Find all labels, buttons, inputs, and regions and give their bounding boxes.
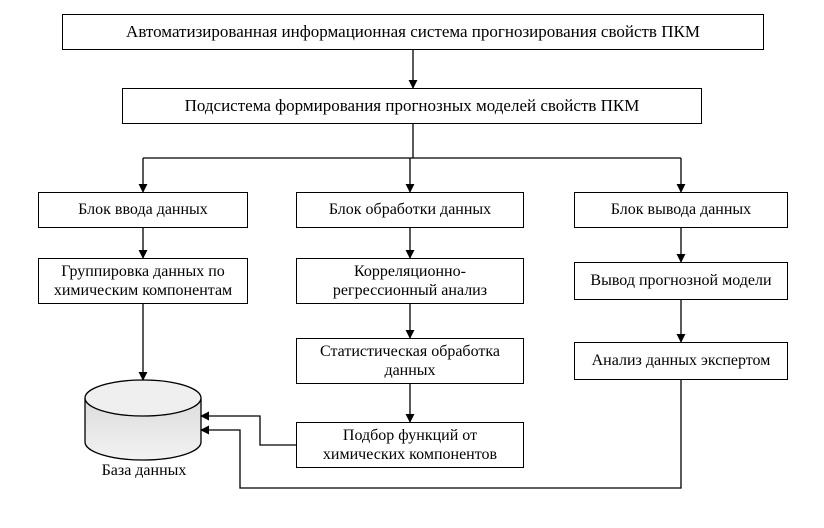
node-label: Блок ввода данных <box>78 200 208 219</box>
node-label: Анализ данных экспертом <box>592 351 771 370</box>
database-icon <box>85 380 201 460</box>
node-label: Вывод прогнозной модели <box>590 271 771 290</box>
node-label: Автоматизированная информационная систем… <box>126 22 700 42</box>
database-label-text: База данных <box>102 462 187 479</box>
node-label: Блок обработки данных <box>329 200 491 219</box>
node-label: Статистическая обработка данных <box>303 342 517 380</box>
node-system-root: Автоматизированная информационная систем… <box>62 14 764 50</box>
node-label: Блок вывода данных <box>611 200 751 219</box>
edge <box>201 416 296 445</box>
node-input-block: Блок ввода данных <box>38 192 248 228</box>
database-label: База данных <box>94 462 194 480</box>
node-label: Корреляционно-регрессионный анализ <box>303 262 517 300</box>
node-subsystem: Подсистема формирования прогнозных модел… <box>122 88 702 124</box>
node-label: Подбор функций от химических компонентов <box>303 426 517 464</box>
node-model-output: Вывод прогнозной модели <box>574 262 788 300</box>
node-correlation: Корреляционно-регрессионный анализ <box>296 258 524 304</box>
node-label: Группировка данных по химическим компоне… <box>45 262 241 300</box>
node-label: Подсистема формирования прогнозных модел… <box>185 96 640 116</box>
node-processing-block: Блок обработки данных <box>296 192 524 228</box>
node-statistical: Статистическая обработка данных <box>296 338 524 384</box>
node-grouping: Группировка данных по химическим компоне… <box>38 258 248 304</box>
node-output-block: Блок вывода данных <box>574 192 788 228</box>
node-expert-analysis: Анализ данных экспертом <box>574 342 788 380</box>
node-function-selection: Подбор функций от химических компонентов <box>296 422 524 468</box>
